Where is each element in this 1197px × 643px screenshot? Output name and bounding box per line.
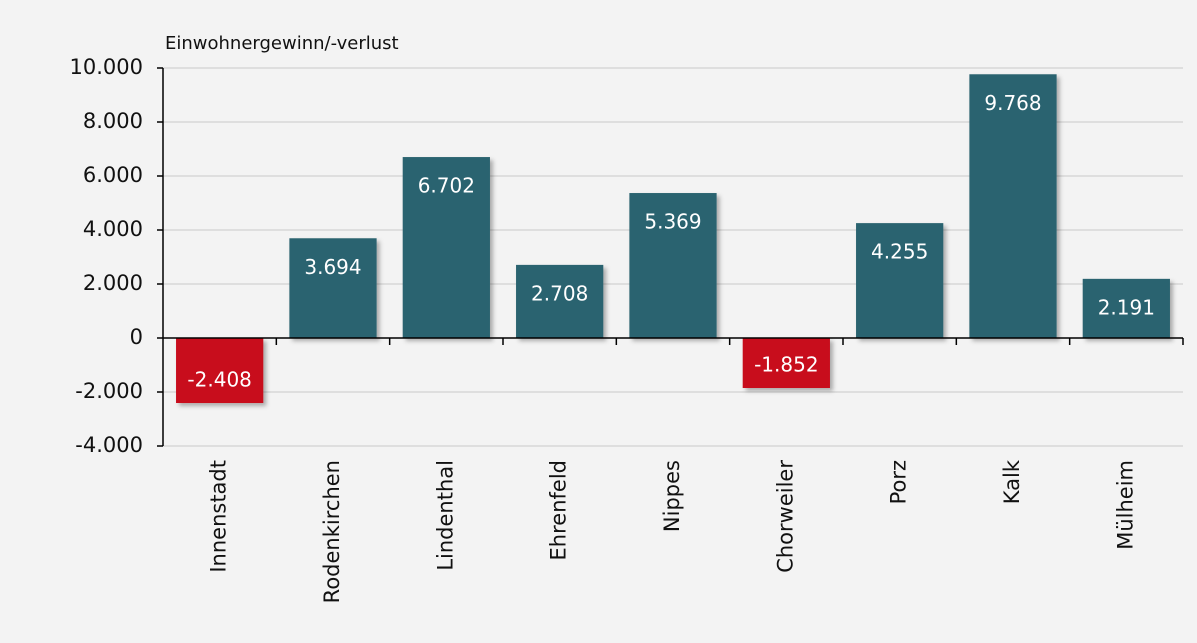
value-label: -2.408	[187, 368, 251, 392]
x-tick-label: Lindenthal	[433, 460, 457, 571]
y-tick-label: 2.000	[83, 271, 143, 295]
value-label: 9.768	[984, 91, 1041, 115]
x-tick-label: Kalk	[1000, 459, 1024, 504]
value-label: 2.708	[531, 281, 588, 305]
bar	[176, 338, 264, 404]
bar	[629, 193, 717, 338]
value-label: 5.369	[644, 210, 701, 234]
bar	[1082, 278, 1170, 338]
bar	[742, 338, 830, 389]
bar	[402, 157, 490, 338]
x-tick-label: Nippes	[660, 460, 684, 532]
x-tick-label: Ehrenfeld	[547, 460, 571, 560]
x-tick-label: Mülheim	[1113, 460, 1137, 550]
x-tick-label: Porz	[887, 460, 911, 504]
bar	[289, 238, 377, 338]
y-tick-label: -4.000	[75, 433, 143, 457]
value-label: 6.702	[418, 174, 475, 198]
y-tick-label: 8.000	[83, 109, 143, 133]
x-tick-label: Chorweiler	[773, 460, 797, 573]
value-label: 3.694	[304, 255, 361, 279]
y-axis-label: Einwohnergewinn/-verlust	[165, 33, 399, 54]
bar	[856, 223, 944, 338]
value-label: 4.255	[871, 240, 928, 264]
value-label: 2.191	[1098, 295, 1155, 319]
bar	[969, 74, 1057, 338]
value-label: -1.852	[754, 353, 818, 377]
x-tick-label: Rodenkirchen	[320, 460, 344, 603]
y-tick-label: 6.000	[83, 163, 143, 187]
y-tick-label: 10.000	[70, 55, 143, 79]
bar	[516, 264, 604, 338]
y-tick-label: 0	[130, 325, 143, 349]
x-tick-label: Innenstadt	[207, 460, 231, 573]
y-tick-label: -2.000	[75, 379, 143, 403]
y-tick-label: 4.000	[83, 217, 143, 241]
